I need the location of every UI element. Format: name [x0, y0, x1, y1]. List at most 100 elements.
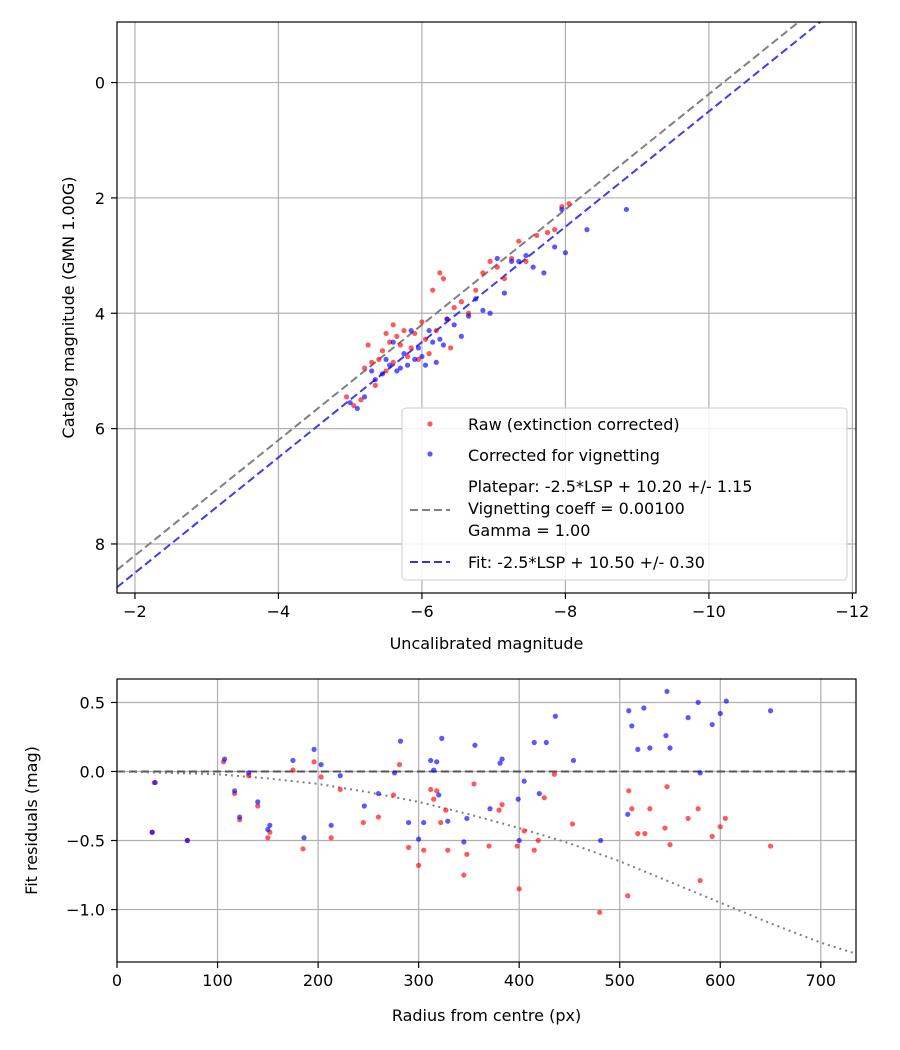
data-point	[461, 872, 467, 878]
data-point	[152, 779, 158, 786]
data-point	[552, 244, 558, 250]
legend: Raw (extinction corrected) Corrected for …	[401, 407, 848, 581]
data-point	[246, 770, 252, 776]
axes-frame	[116, 21, 857, 594]
data-point	[487, 806, 493, 812]
data-point	[412, 330, 418, 337]
data-point	[516, 886, 522, 892]
data-point	[465, 313, 472, 319]
data-point	[383, 368, 389, 374]
data-point	[347, 400, 353, 406]
data-point	[626, 788, 632, 794]
data-point	[664, 784, 670, 790]
data-point	[391, 770, 398, 776]
data-point	[421, 847, 427, 853]
data-point	[428, 786, 434, 793]
data-point	[464, 815, 470, 822]
x-tick-label: −4	[267, 602, 291, 621]
data-point	[387, 339, 393, 345]
data-point	[255, 799, 261, 805]
data-point	[521, 828, 527, 834]
data-point	[480, 307, 486, 313]
y-axis-label: Catalog magnitude (GMN 1.00G)	[59, 177, 78, 439]
data-point	[232, 788, 238, 794]
data-point	[255, 803, 261, 809]
data-point	[516, 837, 522, 844]
data-point	[379, 371, 386, 377]
data-point	[635, 831, 641, 837]
data-point	[300, 846, 306, 852]
data-point	[501, 290, 508, 296]
data-point	[311, 746, 317, 753]
data-point	[394, 368, 400, 374]
data-point	[531, 739, 537, 746]
data-point	[541, 270, 547, 276]
data-point	[695, 699, 701, 706]
data-point	[487, 310, 493, 316]
data-point	[426, 327, 432, 334]
data-point	[396, 761, 403, 768]
x-tick-label: 100	[202, 971, 233, 990]
legend-entry-raw: Raw (extinction corrected)	[427, 415, 680, 434]
data-point	[597, 909, 603, 915]
series-line	[117, 22, 822, 589]
data-point	[401, 327, 407, 334]
y-tick-label: 6	[95, 420, 105, 439]
data-point	[629, 806, 635, 812]
ticks: 0 100 200 300 400 500 600 700 0.5 0.0 −0.5 −1.0	[66, 693, 836, 990]
y-axis-label: Fit residuals (mag)	[22, 746, 41, 895]
data-point	[717, 710, 723, 717]
data-point	[499, 756, 505, 762]
data-point	[531, 847, 537, 853]
data-point	[390, 322, 396, 328]
data-point	[570, 757, 577, 764]
series-3	[117, 770, 856, 955]
data-point	[494, 264, 500, 270]
data-point	[717, 824, 723, 830]
data-point	[767, 708, 774, 714]
series-2	[117, 22, 801, 571]
series-points-0	[149, 759, 774, 915]
y-tick-label: 4	[95, 304, 105, 323]
data-point	[375, 814, 382, 820]
data-point	[416, 862, 422, 868]
data-point	[697, 877, 703, 884]
data-point	[722, 815, 728, 822]
data-point	[360, 819, 366, 826]
data-point	[237, 814, 243, 820]
data-point	[394, 333, 400, 339]
data-point	[667, 842, 673, 848]
data-point	[544, 229, 551, 236]
x-tick-label: 200	[303, 971, 334, 990]
data-point	[390, 792, 397, 798]
data-point	[439, 735, 445, 741]
data-point	[290, 757, 296, 764]
data-point	[448, 345, 454, 351]
series-3	[117, 22, 822, 589]
legend-entry-corrected: Corrected for vignetting	[427, 446, 660, 465]
data-point	[354, 405, 360, 412]
data-point	[629, 723, 635, 729]
data-point	[516, 238, 522, 244]
legend-label-platepar-line: Platepar: -2.5*LSP + 10.20 +/- 1.15	[468, 477, 752, 496]
data-point	[422, 362, 429, 368]
y-tick-label: 0.5	[80, 693, 105, 712]
data-point	[436, 792, 442, 798]
data-point	[451, 322, 457, 328]
data-point	[552, 227, 558, 233]
data-point	[376, 356, 382, 363]
data-point	[458, 333, 464, 339]
data-point	[534, 232, 540, 238]
x-tick-label: 0	[112, 971, 122, 990]
data-point	[428, 757, 434, 764]
data-point	[361, 803, 367, 809]
residuals-plot: 0 100 200 300 400 500 600 700 0.5 0.0 −0.5 −1.0 Radi…	[22, 678, 857, 1025]
data-point	[709, 833, 715, 839]
y-tick-label: −1.0	[66, 901, 105, 920]
legend-marker-raw	[427, 421, 433, 427]
data-point	[543, 739, 549, 746]
data-point	[397, 365, 403, 371]
data-point	[496, 807, 502, 813]
grid	[116, 679, 856, 962]
